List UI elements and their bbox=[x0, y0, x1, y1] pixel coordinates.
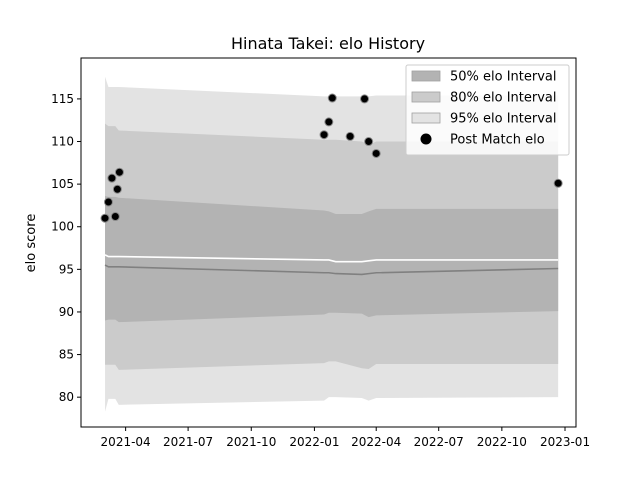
y-tick-label: 85 bbox=[59, 348, 74, 362]
post-match-point bbox=[103, 197, 113, 207]
y-axis-label: elo score bbox=[24, 214, 39, 273]
median-elo-line bbox=[104, 264, 559, 276]
post-match-point bbox=[553, 178, 563, 188]
legend: 50% elo Interval 80% elo Interval 95% elo … bbox=[405, 64, 570, 156]
y-tick-label: 100 bbox=[51, 220, 74, 234]
plot-frame bbox=[80, 57, 577, 428]
x-tick-label: 2022-04 bbox=[351, 435, 401, 449]
legend-box bbox=[405, 64, 570, 156]
post-match-point bbox=[360, 94, 370, 104]
post-match-point bbox=[324, 117, 334, 127]
95-pct-elo-interval-legend-swatch bbox=[411, 112, 441, 124]
post-match-point bbox=[100, 213, 110, 223]
mean-elo-line bbox=[104, 254, 559, 263]
x-tick-label: 2023-01 bbox=[540, 435, 590, 449]
y-tick-label: 80 bbox=[59, 390, 74, 404]
y-tick-label: 95 bbox=[59, 262, 74, 276]
x-tick-label: 2021-07 bbox=[163, 435, 213, 449]
post-match-point bbox=[114, 167, 124, 177]
50-pct-elo-interval-legend-label: 50% elo Interval bbox=[450, 70, 557, 85]
plot-area bbox=[100, 76, 563, 412]
x-tick-label: 2021-10 bbox=[226, 435, 276, 449]
y-tick-label: 105 bbox=[51, 177, 74, 191]
post-match-point bbox=[110, 212, 120, 222]
axes: 80 85 90 95 100 105 110 115 2021-04 2021-07 2021-1… bbox=[51, 57, 590, 449]
post-match-point bbox=[107, 173, 117, 183]
x-tick-label: 2022-10 bbox=[477, 435, 527, 449]
50-pct-elo-interval-legend-swatch bbox=[411, 70, 441, 82]
post-match-point bbox=[112, 184, 122, 194]
chart-title: Hinata Takei: elo History bbox=[231, 34, 425, 53]
y-tick-label: 115 bbox=[51, 92, 74, 106]
y-tick-label: 110 bbox=[51, 135, 74, 149]
80-pct-elo-interval-legend-swatch bbox=[411, 91, 441, 103]
x-tick-label: 2022-01 bbox=[289, 435, 339, 449]
post-match-point bbox=[327, 93, 337, 103]
post-match-point bbox=[371, 148, 381, 158]
post-match-elo-legend-marker bbox=[420, 133, 432, 145]
x-tick-label: 2021-04 bbox=[101, 435, 151, 449]
95-pct-elo-interval-legend-label: 95% elo Interval bbox=[450, 112, 557, 127]
50-pct-elo-interval-band bbox=[105, 196, 559, 323]
post-match-point bbox=[364, 137, 374, 147]
x-tick-label: 2022-07 bbox=[414, 435, 464, 449]
post-match-point bbox=[319, 130, 329, 140]
y-tick-label: 90 bbox=[59, 305, 74, 319]
post-match-elo-legend-label: Post Match elo bbox=[450, 133, 545, 148]
post-match-point bbox=[345, 131, 355, 141]
80-pct-elo-interval-legend-label: 80% elo Interval bbox=[450, 91, 557, 106]
